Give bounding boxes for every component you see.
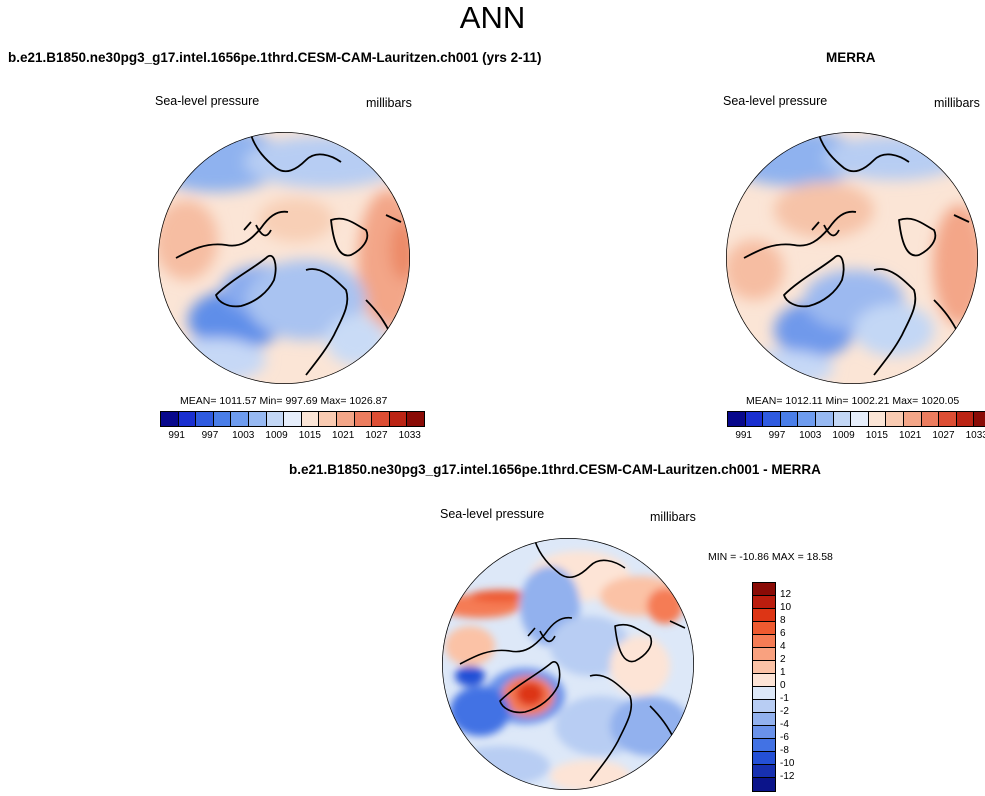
obs-colorbar-segment <box>921 412 940 426</box>
diff-polar-map <box>442 538 694 790</box>
obs-colorbar-segment <box>974 412 985 426</box>
model-colorbar-segment <box>161 412 179 426</box>
diff-stats: MIN = -10.86 MAX = 18.58 <box>708 551 833 563</box>
diff-colorbar-segment <box>753 765 775 778</box>
diff-colorbar-segment <box>753 609 775 622</box>
model-variable-label: Sea-level pressure <box>155 94 260 108</box>
model-colorbar-label: 991 <box>168 430 185 441</box>
obs-colorbar-segment <box>886 412 904 426</box>
diff-colorbar-label: -6 <box>780 732 789 743</box>
obs-colorbar-segment <box>851 412 869 426</box>
diff-colorbar-label: 6 <box>780 628 786 639</box>
diff-colorbar-ticks: 12 10 8 6 4 2 1 0 -1 -2 -4 -6 -8 -10 -12 <box>780 582 810 790</box>
model-colorbar-segment <box>354 412 373 426</box>
obs-colorbar-segment <box>956 412 975 426</box>
model-colorbar-ticks: 991 997 1003 1009 1015 1021 1027 1033 <box>160 430 421 444</box>
diff-colorbar-label: 4 <box>780 641 786 652</box>
diff-variable-label: Sea-level pressure <box>440 507 545 521</box>
model-stats: MEAN= 1011.57 Min= 997.69 Max= 1026.87 <box>180 395 388 407</box>
model-colorbar-segment <box>389 412 408 426</box>
model-colorbar-segment <box>266 412 285 426</box>
diff-colorbar-label: -2 <box>780 706 789 717</box>
obs-colorbar-segment <box>728 412 746 426</box>
obs-panel-title: MERRA <box>826 50 876 65</box>
model-colorbar-segment <box>301 412 320 426</box>
diff-colorbar-segment <box>753 726 775 739</box>
diff-colorbar-segment <box>753 739 775 752</box>
diff-colorbar-label: -10 <box>780 758 795 769</box>
obs-colorbar-segment <box>939 412 957 426</box>
obs-stats: MEAN= 1012.11 Min= 1002.21 Max= 1020.05 <box>746 395 960 407</box>
diff-colorbar-label: 8 <box>780 615 786 626</box>
model-colorbar-label: 1015 <box>298 430 321 441</box>
obs-colorbar-segment <box>798 412 816 426</box>
obs-variable-label: Sea-level pressure <box>723 94 828 108</box>
diff-colorbar-label: 1 <box>780 667 786 678</box>
diff-colorbar-label: 2 <box>780 654 786 665</box>
obs-colorbar-segment <box>868 412 887 426</box>
model-colorbar-segment <box>372 412 390 426</box>
diff-colorbar-label: -12 <box>780 771 795 782</box>
model-polar-map <box>158 132 410 384</box>
obs-polar-map <box>726 132 978 384</box>
model-colorbar-label: 1027 <box>365 430 388 441</box>
model-colorbar-segment <box>213 412 232 426</box>
diff-colorbar-label: 0 <box>780 680 786 691</box>
model-colorbar-segment <box>284 412 302 426</box>
model-colorbar-segment <box>231 412 249 426</box>
obs-colorbar-segment <box>745 412 764 426</box>
model-colorbar-segment <box>336 412 355 426</box>
obs-colorbar-label: 1027 <box>932 430 955 441</box>
obs-colorbar-segment <box>763 412 781 426</box>
obs-colorbar-label: 1009 <box>832 430 855 441</box>
main-title: ANN <box>459 0 526 35</box>
diff-colorbar-label: 12 <box>780 589 792 600</box>
diff-panel-title: b.e21.B1850.ne30pg3_g17.intel.1656pe.1th… <box>289 462 821 477</box>
obs-colorbar-label: 991 <box>735 430 752 441</box>
diff-units-label: millibars <box>650 510 696 524</box>
diff-colorbar-segment <box>753 778 775 791</box>
obs-colorbar-label: 1015 <box>865 430 888 441</box>
diff-colorbar-segment <box>753 583 775 596</box>
diff-colorbar-label: -4 <box>780 719 789 730</box>
diff-colorbar-segment <box>753 713 775 726</box>
model-colorbar <box>160 411 425 427</box>
obs-colorbar <box>727 411 985 427</box>
obs-colorbar-label: 997 <box>768 430 786 441</box>
model-colorbar-segment <box>319 412 337 426</box>
diff-colorbar-segment <box>753 596 775 609</box>
obs-colorbar-label: 1021 <box>899 430 922 441</box>
obs-colorbar-label: 1033 <box>965 430 985 441</box>
diff-colorbar-segment <box>753 700 775 713</box>
model-colorbar-segment <box>178 412 197 426</box>
model-colorbar-label: 1009 <box>265 430 288 441</box>
diff-colorbar-segment <box>753 622 775 635</box>
obs-colorbar-ticks: 991 997 1003 1009 1015 1021 1027 1033 <box>727 430 985 444</box>
model-colorbar-label: 1021 <box>332 430 355 441</box>
diff-colorbar <box>752 582 776 792</box>
model-units-label: millibars <box>366 96 412 110</box>
diff-colorbar-segment <box>753 661 775 674</box>
model-colorbar-label: 997 <box>201 430 219 441</box>
diff-colorbar-segment <box>753 687 775 700</box>
model-colorbar-label: 1003 <box>232 430 255 441</box>
diff-colorbar-label: -8 <box>780 745 789 756</box>
obs-colorbar-segment <box>780 412 799 426</box>
model-panel-title: b.e21.B1850.ne30pg3_g17.intel.1656pe.1th… <box>8 50 542 65</box>
model-colorbar-label: 1033 <box>398 430 421 441</box>
model-colorbar-segment <box>407 412 424 426</box>
model-colorbar-segment <box>196 412 214 426</box>
diff-colorbar-segment <box>753 635 775 648</box>
diff-colorbar-segment <box>753 752 775 765</box>
obs-units-label: millibars <box>934 96 980 110</box>
diff-colorbar-segment <box>753 648 775 661</box>
diff-colorbar-segment <box>753 674 775 687</box>
obs-colorbar-segment <box>833 412 852 426</box>
diff-colorbar-label: 10 <box>780 602 792 613</box>
obs-colorbar-label: 1003 <box>799 430 822 441</box>
obs-colorbar-segment <box>815 412 834 426</box>
model-colorbar-segment <box>248 412 267 426</box>
obs-colorbar-segment <box>903 412 922 426</box>
diff-colorbar-label: -1 <box>780 693 789 704</box>
